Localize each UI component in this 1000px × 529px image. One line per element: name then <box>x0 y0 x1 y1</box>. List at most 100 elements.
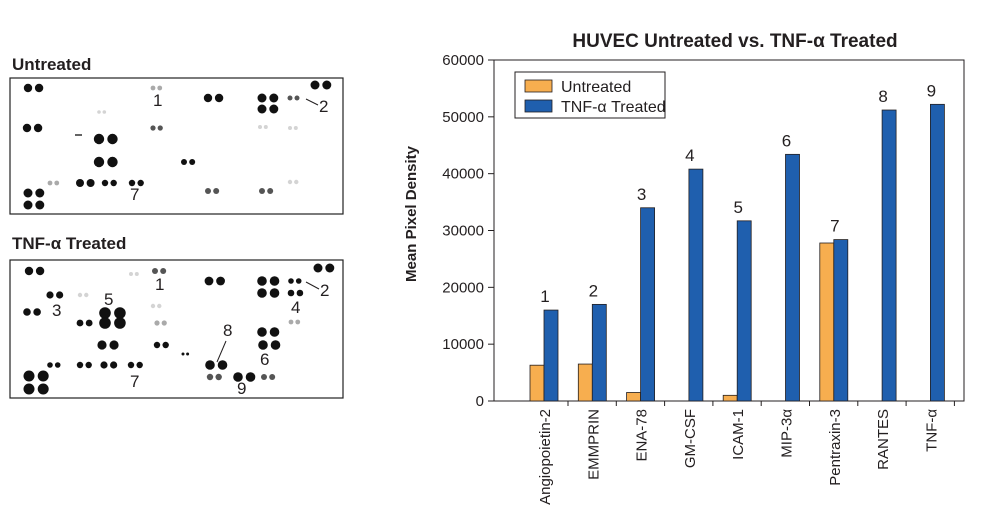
y-tick-label: 20000 <box>442 279 484 296</box>
blot-spot <box>85 319 93 327</box>
blot-spots-treated <box>23 263 335 395</box>
x-tick-label: Pentraxin-3 <box>827 409 844 486</box>
legend-swatch-treated <box>524 99 553 113</box>
blot-spot <box>47 180 53 186</box>
blot-spot <box>129 272 133 276</box>
blot-spot <box>23 200 33 210</box>
bar-untreated-7 <box>819 242 835 402</box>
blot-spot <box>97 110 101 114</box>
blot-spot <box>46 291 54 299</box>
blot-spot <box>295 319 301 325</box>
x-tick-label: ICAM-1 <box>730 409 747 460</box>
blot-spot <box>153 341 161 349</box>
bar-annotation-8: 8 <box>878 87 887 106</box>
blot-spot <box>35 188 45 198</box>
blot-spot <box>54 180 60 186</box>
blot-spots-untreated <box>22 80 332 210</box>
x-tick-label: TNF-α <box>923 409 940 452</box>
bar-annotations: 1 2 3 4 5 6 7 8 9 <box>540 81 936 306</box>
x-axis-labels: Angiopoietin-2 EMMPRIN ENA-78 GM-CSF ICAM-1 M… <box>537 401 955 505</box>
blot-spot <box>157 85 163 91</box>
blot-spot <box>99 317 111 329</box>
blot-spot <box>23 370 35 382</box>
blot-spot <box>214 93 224 103</box>
blot-spot <box>269 93 279 103</box>
blot-spot <box>270 340 281 350</box>
blot-spot <box>35 266 45 276</box>
blot-spot <box>152 268 158 274</box>
bar-annotation-6: 6 <box>782 131 791 150</box>
bar-treated-1 <box>543 309 559 402</box>
blot-spot <box>157 303 162 309</box>
bar-treated-6 <box>785 153 800 402</box>
blot-treated-leader-8 <box>216 340 227 363</box>
blot-spot <box>35 200 45 210</box>
blot-spot <box>150 303 156 309</box>
blot-spot <box>102 110 107 114</box>
blot-spot <box>257 104 267 114</box>
blot-label-untreated: Untreated <box>12 55 91 74</box>
bar-untreated-3 <box>626 392 641 402</box>
blot-treated-callout-2: 2 <box>320 281 329 300</box>
blot-spot <box>288 319 294 325</box>
blot-spot <box>37 383 49 395</box>
bar-annotation-2: 2 <box>589 281 598 300</box>
blot-spot <box>181 159 187 165</box>
blot-spot <box>186 352 190 356</box>
blot-untreated-callout-7: 7 <box>130 185 139 204</box>
blot-spot <box>109 340 119 350</box>
blot-spot <box>296 289 304 297</box>
blot-treated-callout-7: 7 <box>130 372 139 391</box>
blot-spot <box>76 361 84 369</box>
blot-treated-callout-3: 3 <box>52 301 61 320</box>
blot-spot <box>288 278 294 284</box>
x-tick-label: MIP-3α <box>779 409 796 458</box>
blot-treated-leader-2 <box>305 281 320 290</box>
blot-spot <box>269 327 280 337</box>
blot-spot <box>261 374 267 380</box>
blot-spot <box>77 292 83 298</box>
legend-label-untreated: Untreated <box>561 79 631 96</box>
blot-spot <box>267 188 274 194</box>
x-tick-label: Angiopoietin-2 <box>537 409 554 505</box>
blot-spot <box>157 125 163 131</box>
x-tick-label: RANTES <box>875 409 892 470</box>
blot-spot <box>293 126 298 130</box>
blot-spot <box>33 308 41 316</box>
y-tick-label: 60000 <box>442 52 484 69</box>
blot-spot <box>259 188 265 194</box>
blot-spot <box>134 272 139 276</box>
blot-spot <box>288 126 292 130</box>
blot-spot <box>215 373 222 381</box>
bar-annotation-1: 1 <box>540 287 549 306</box>
blot-spot <box>127 361 135 369</box>
blot-spot <box>100 361 108 369</box>
blot-spot <box>245 372 256 382</box>
blot-spot <box>269 104 279 114</box>
blot-spot <box>295 278 302 284</box>
blot-spot <box>24 266 34 276</box>
blot-spot <box>107 133 118 145</box>
blot-spot <box>310 80 320 90</box>
blot-treated-callout-5: 5 <box>104 290 113 309</box>
blot-spot <box>257 93 267 103</box>
blot-spot <box>54 362 61 368</box>
blot-spot <box>161 320 167 326</box>
blot-spot <box>23 383 35 395</box>
blot-spot <box>217 360 228 370</box>
blot-spot <box>33 123 43 133</box>
bar-treated-8 <box>881 109 897 402</box>
y-tick-label: 10000 <box>442 336 484 353</box>
blot-spot <box>287 179 293 185</box>
blot-spot <box>154 320 160 326</box>
x-tick-label: ENA-78 <box>634 409 651 462</box>
bar-untreated-2 <box>577 363 593 402</box>
blot-spot <box>233 372 243 382</box>
blot-spot <box>205 188 211 194</box>
blot-spot <box>150 85 156 91</box>
legend-swatch-untreated <box>524 79 553 93</box>
y-axis-label: Mean Pixel Density <box>403 145 420 282</box>
y-tick-label: 40000 <box>442 166 484 183</box>
blot-spot <box>56 291 64 299</box>
